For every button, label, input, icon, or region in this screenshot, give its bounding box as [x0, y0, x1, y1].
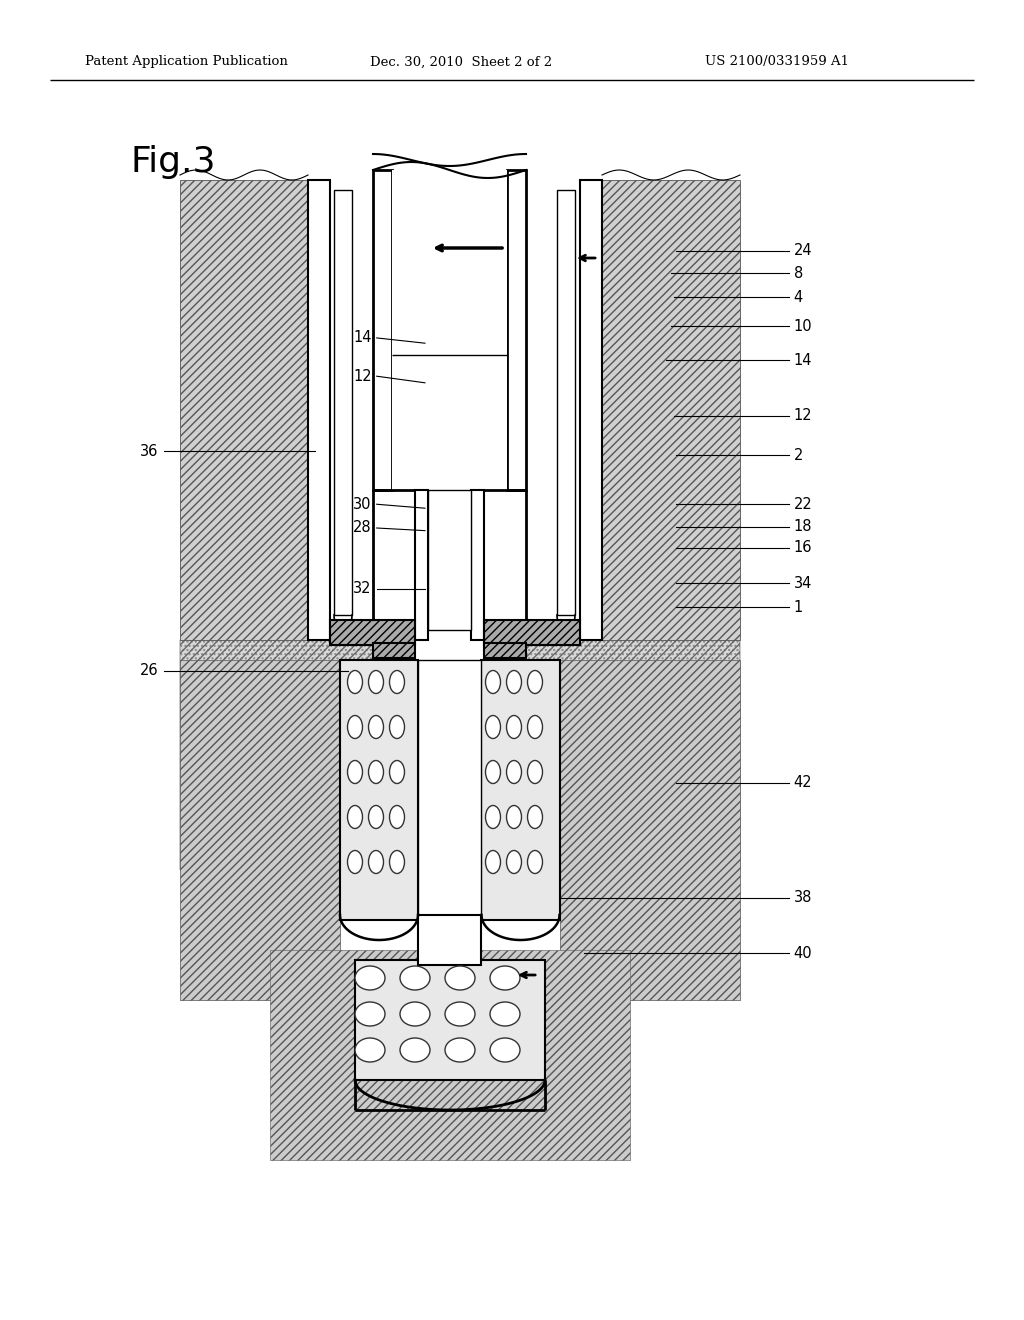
Ellipse shape: [355, 1038, 385, 1063]
Bar: [180, 640, 373, 870]
Bar: [415, 490, 428, 640]
Ellipse shape: [369, 671, 384, 693]
Ellipse shape: [400, 1002, 430, 1026]
Ellipse shape: [347, 671, 362, 693]
Text: 14: 14: [353, 330, 372, 346]
Ellipse shape: [490, 1038, 520, 1063]
Ellipse shape: [347, 715, 362, 738]
Text: 1: 1: [794, 599, 803, 615]
Bar: [334, 190, 352, 615]
Text: Fig.3: Fig.3: [130, 145, 215, 180]
Bar: [418, 660, 481, 920]
Bar: [308, 180, 330, 640]
Ellipse shape: [507, 760, 521, 784]
Ellipse shape: [485, 760, 501, 784]
Bar: [373, 643, 415, 657]
Polygon shape: [484, 620, 580, 645]
Ellipse shape: [347, 850, 362, 874]
Ellipse shape: [389, 805, 404, 829]
Text: 36: 36: [140, 444, 159, 459]
Ellipse shape: [485, 805, 501, 829]
Bar: [580, 180, 602, 640]
Text: 22: 22: [794, 496, 812, 512]
Text: 30: 30: [353, 496, 372, 512]
Ellipse shape: [490, 966, 520, 990]
Text: 32: 32: [353, 581, 372, 597]
Text: 38: 38: [794, 890, 812, 906]
Ellipse shape: [355, 966, 385, 990]
Ellipse shape: [485, 671, 501, 693]
Text: 16: 16: [794, 540, 812, 556]
Text: 42: 42: [794, 775, 812, 791]
Ellipse shape: [389, 671, 404, 693]
Ellipse shape: [485, 715, 501, 738]
Ellipse shape: [400, 966, 430, 990]
Ellipse shape: [389, 850, 404, 874]
Ellipse shape: [389, 715, 404, 738]
Bar: [557, 190, 575, 615]
Bar: [373, 170, 392, 490]
Bar: [340, 660, 418, 920]
Ellipse shape: [369, 715, 384, 738]
Bar: [270, 950, 630, 1160]
Ellipse shape: [485, 850, 501, 874]
Bar: [180, 660, 340, 1001]
Bar: [526, 640, 740, 870]
Ellipse shape: [490, 1002, 520, 1026]
Bar: [560, 660, 740, 1001]
Bar: [507, 170, 526, 490]
Text: Patent Application Publication: Patent Application Publication: [85, 55, 288, 69]
Text: 18: 18: [794, 519, 812, 535]
Ellipse shape: [527, 760, 543, 784]
Text: 28: 28: [353, 520, 372, 536]
Bar: [484, 643, 526, 657]
Bar: [180, 640, 373, 870]
Bar: [428, 490, 471, 630]
Bar: [355, 960, 545, 1080]
Ellipse shape: [527, 715, 543, 738]
Ellipse shape: [369, 850, 384, 874]
Text: 10: 10: [794, 318, 812, 334]
Text: 14: 14: [794, 352, 812, 368]
Ellipse shape: [389, 760, 404, 784]
Bar: [392, 170, 507, 490]
Ellipse shape: [507, 715, 521, 738]
Ellipse shape: [527, 805, 543, 829]
Bar: [481, 660, 560, 920]
Ellipse shape: [445, 966, 475, 990]
Bar: [418, 915, 481, 965]
Text: US 2100/0331959 A1: US 2100/0331959 A1: [705, 55, 849, 69]
Text: 24: 24: [794, 243, 812, 259]
Ellipse shape: [400, 1038, 430, 1063]
Text: 12: 12: [353, 368, 372, 384]
Ellipse shape: [445, 1038, 475, 1063]
Text: 4: 4: [794, 289, 803, 305]
Ellipse shape: [527, 850, 543, 874]
Ellipse shape: [507, 805, 521, 829]
Text: 12: 12: [794, 408, 812, 424]
Text: 2: 2: [794, 447, 803, 463]
Bar: [471, 490, 484, 640]
Polygon shape: [330, 620, 415, 645]
Text: 26: 26: [140, 663, 159, 678]
Ellipse shape: [355, 1002, 385, 1026]
Bar: [602, 180, 740, 640]
Ellipse shape: [369, 760, 384, 784]
Ellipse shape: [369, 805, 384, 829]
Text: Dec. 30, 2010  Sheet 2 of 2: Dec. 30, 2010 Sheet 2 of 2: [370, 55, 552, 69]
Bar: [526, 640, 740, 870]
Text: 34: 34: [794, 576, 812, 591]
Text: 40: 40: [794, 945, 812, 961]
Ellipse shape: [347, 805, 362, 829]
Ellipse shape: [527, 671, 543, 693]
Text: 8: 8: [794, 265, 803, 281]
Ellipse shape: [445, 1002, 475, 1026]
Ellipse shape: [507, 671, 521, 693]
Bar: [180, 180, 308, 640]
Ellipse shape: [347, 760, 362, 784]
Ellipse shape: [507, 850, 521, 874]
